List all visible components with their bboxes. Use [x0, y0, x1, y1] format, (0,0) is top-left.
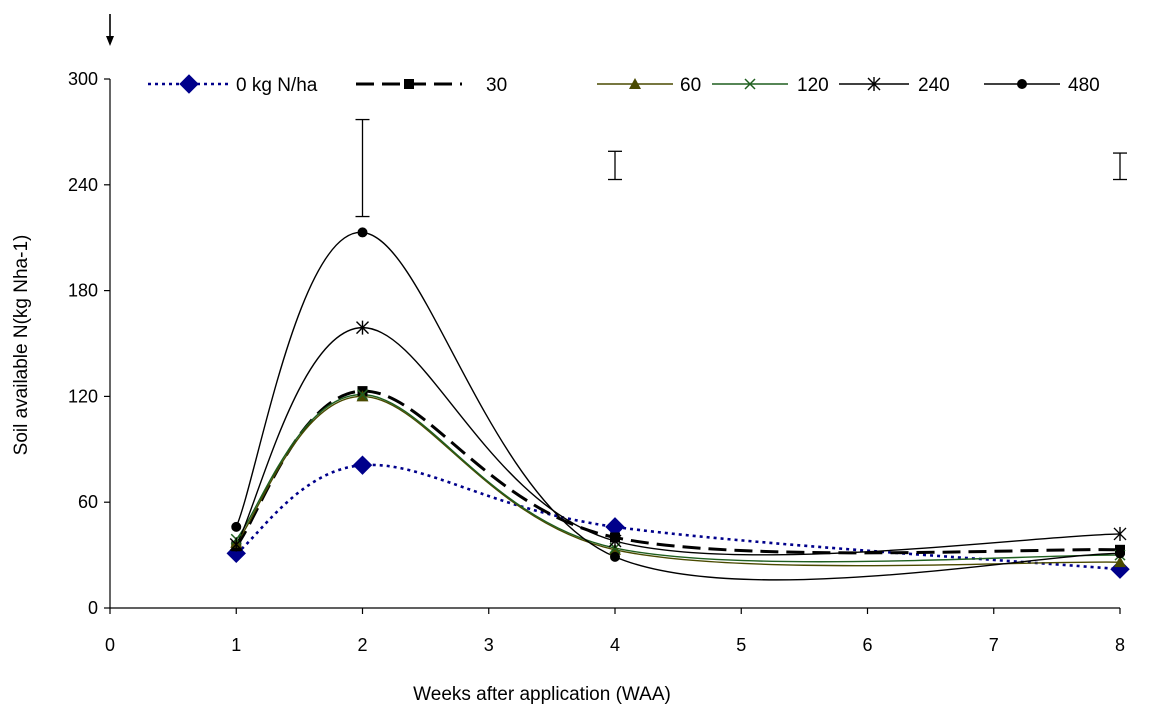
legend-swatch-marker — [867, 77, 881, 91]
series-line-4 — [235, 326, 1121, 556]
legend-label: 480 — [1068, 75, 1100, 96]
y-axis-title: Soil available N(kg Nha-1) — [11, 235, 32, 456]
legend-label: 30 — [486, 75, 507, 96]
data-point-series-5 — [610, 551, 620, 562]
y-tick-label: 180 — [68, 281, 98, 301]
legend-item-5: 480 — [984, 75, 1100, 96]
y-tick-label: 60 — [78, 492, 98, 512]
x-ticks: 0 1 2 3 4 5 6 7 8 — [105, 608, 1125, 655]
data-point-series-4 — [1113, 526, 1127, 541]
x-tick-label: 4 — [610, 635, 620, 655]
x-tick-label: 0 — [105, 635, 115, 655]
legend-swatch-marker — [744, 78, 756, 90]
series-line-3 — [235, 393, 1121, 563]
data-point-series-2 — [1114, 556, 1126, 568]
y-tick-label: 240 — [68, 175, 98, 195]
data-point-series-0 — [352, 455, 373, 475]
legend-item-4: 240 — [839, 75, 950, 96]
data-point-series-3 — [356, 389, 369, 401]
axes: 0 1 2 3 4 5 6 7 8 0 60 120 180 240 300 — [68, 69, 1125, 655]
series-line-2 — [235, 395, 1121, 567]
legend: 0 kg N/ha 30 60 120 240 480 — [148, 74, 1100, 96]
data-point-series-5 — [231, 521, 242, 532]
application-arrow-icon — [106, 14, 114, 46]
x-tick-label: 1 — [231, 635, 241, 655]
y-tick-label: 0 — [88, 598, 98, 618]
series-line-1 — [235, 389, 1121, 555]
data-point-series-5 — [357, 227, 368, 238]
series-markers — [226, 227, 1130, 579]
y-tick-label: 120 — [68, 386, 98, 406]
series-line-0 — [235, 463, 1121, 571]
legend-swatch-marker — [1017, 79, 1027, 89]
legend-label: 0 kg N/ha — [236, 75, 318, 96]
x-tick-label: 3 — [484, 635, 494, 655]
y-ticks: 0 60 120 180 240 300 — [68, 69, 110, 618]
x-tick-label: 8 — [1115, 635, 1125, 655]
legend-label: 120 — [797, 75, 829, 96]
legend-item-1: 30 — [356, 75, 507, 96]
x-tick-label: 2 — [357, 635, 367, 655]
legend-swatch-marker — [629, 78, 641, 89]
legend-swatch-marker — [404, 79, 414, 89]
error-bar — [608, 150, 622, 181]
error-bar — [355, 118, 370, 218]
series-curves — [235, 231, 1121, 581]
legend-label: 240 — [918, 75, 950, 96]
legend-swatch-marker — [179, 74, 199, 94]
error-bars — [355, 118, 1127, 218]
arrow-head — [106, 36, 114, 46]
data-point-series-4 — [608, 533, 622, 548]
series-line-5 — [235, 231, 1121, 581]
legend-item-0: 0 kg N/ha — [148, 74, 318, 96]
x-tick-label: 5 — [736, 635, 746, 655]
data-point-series-4 — [356, 320, 369, 335]
x-tick-label: 7 — [989, 635, 999, 655]
data-point-series-4 — [229, 537, 243, 552]
legend-item-3: 120 — [712, 75, 829, 96]
y-tick-label: 300 — [68, 69, 98, 89]
plot-area — [226, 118, 1130, 581]
error-bar — [1113, 152, 1127, 181]
x-axis-title: Weeks after application (WAA) — [413, 684, 671, 705]
legend-item-2: 60 — [597, 75, 701, 96]
legend-label: 60 — [680, 75, 701, 96]
x-tick-label: 6 — [862, 635, 872, 655]
data-point-series-5 — [1115, 548, 1125, 559]
